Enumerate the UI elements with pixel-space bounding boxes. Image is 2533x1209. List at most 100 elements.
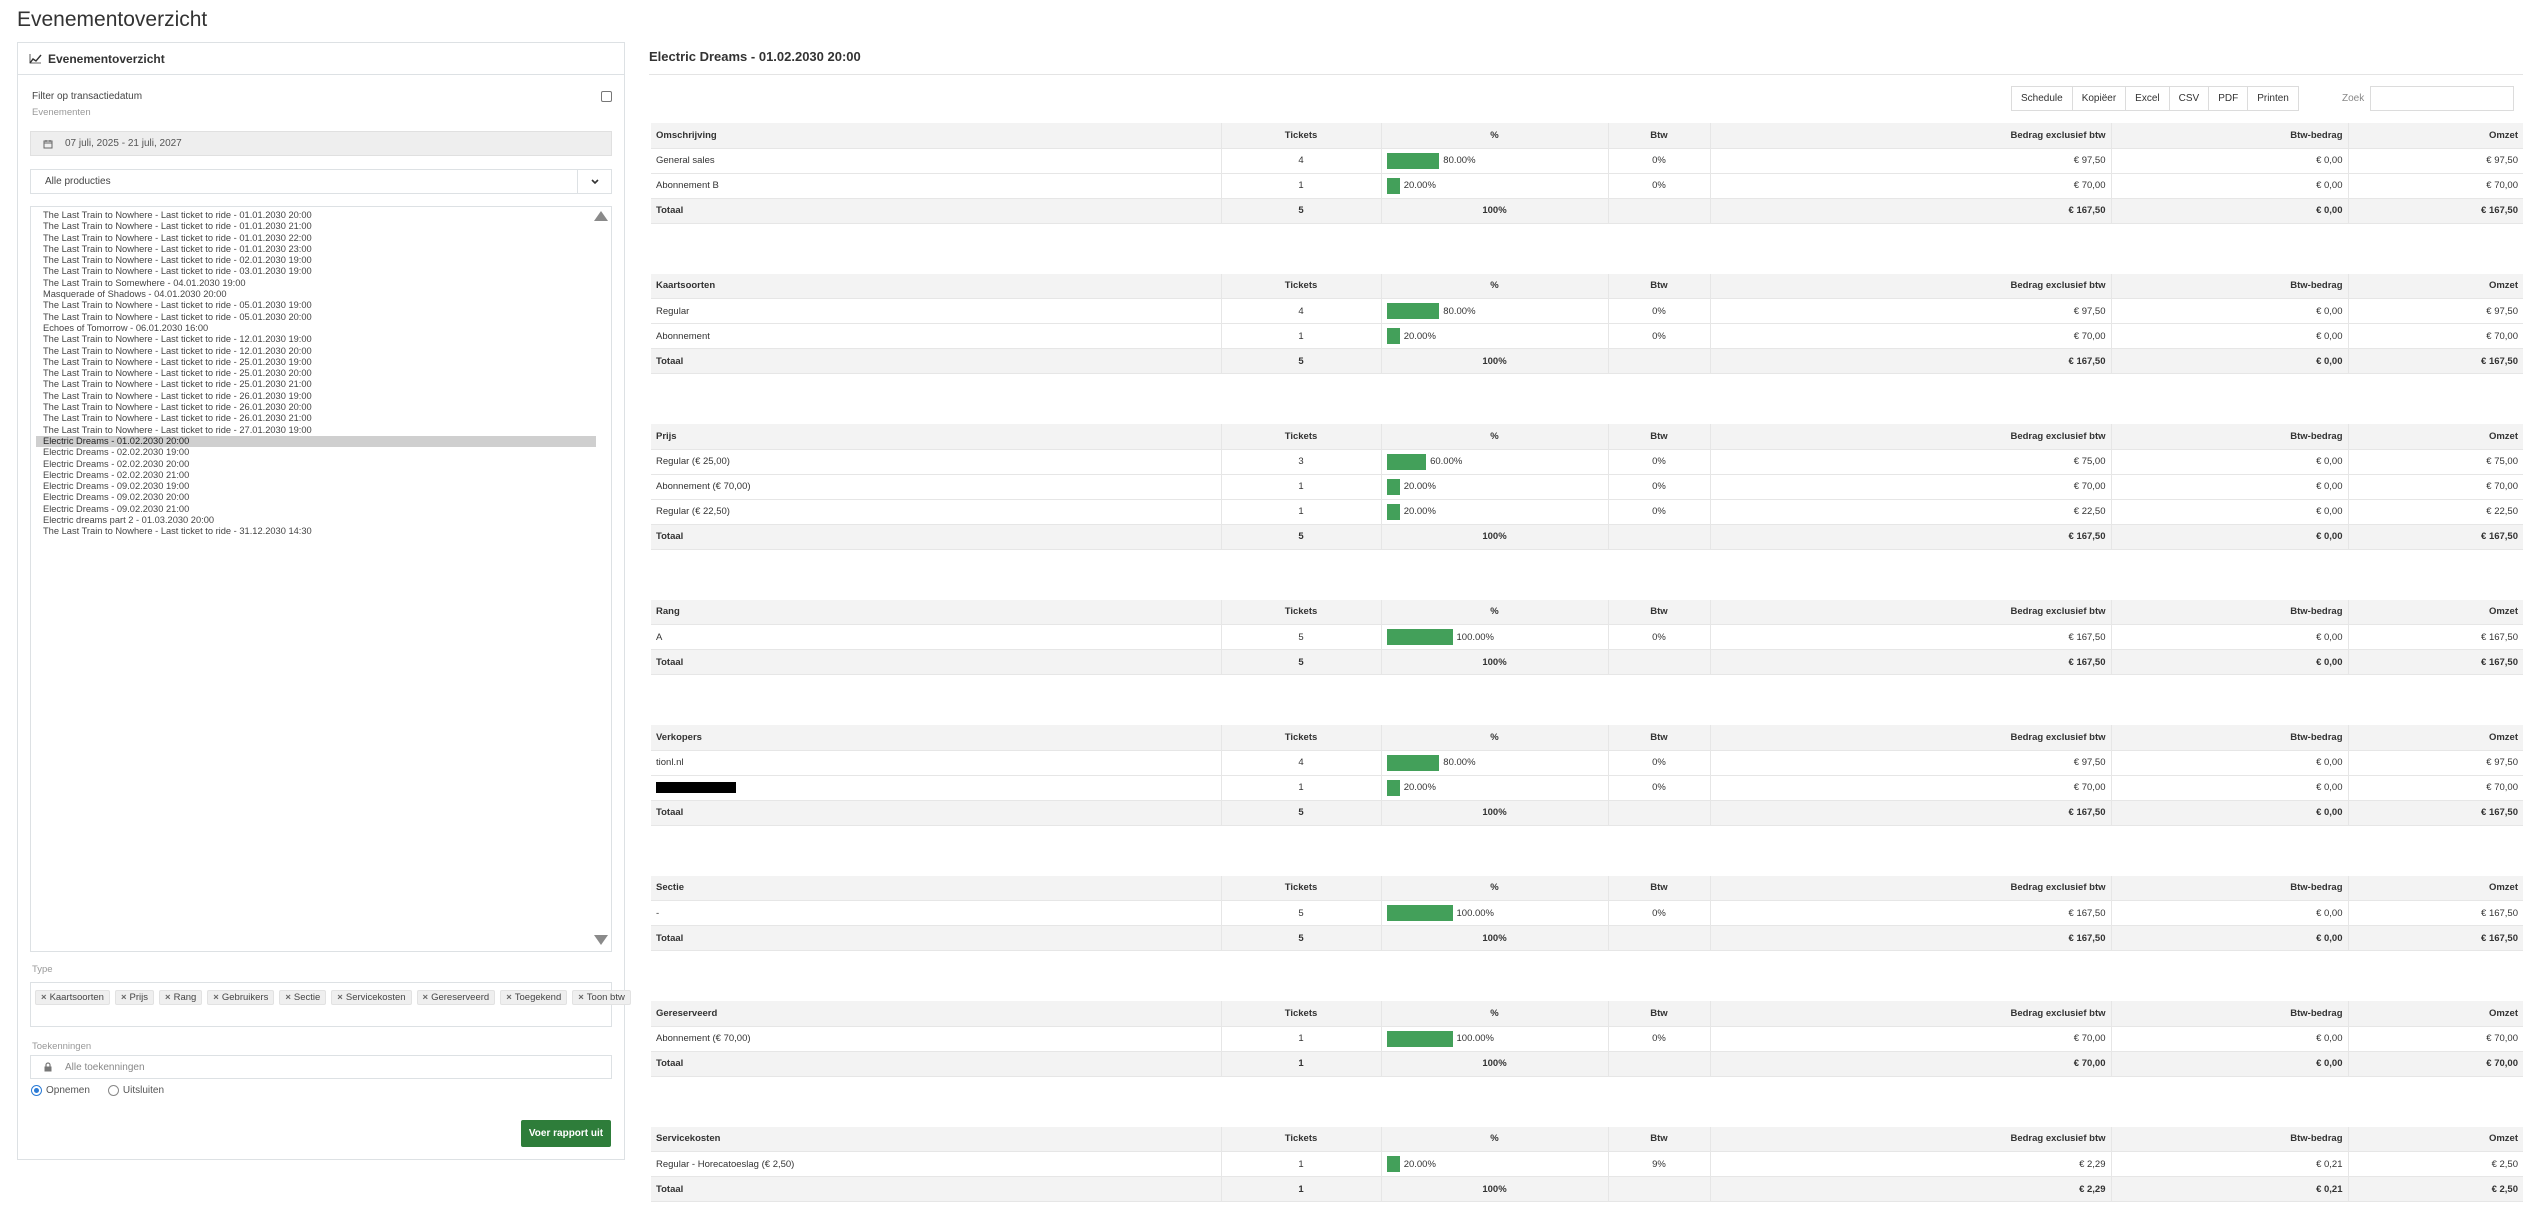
- event-option[interactable]: Masquerade of Shadows - 04.01.2030 20:00: [43, 289, 227, 300]
- total-btw-amount: € 0,21: [2111, 1176, 2349, 1202]
- amount-excl-cell: € 70,00: [1710, 323, 2112, 349]
- chevron-down-icon[interactable]: [577, 170, 611, 193]
- row-label: Regular (€ 25,00): [651, 449, 1222, 475]
- toolbar-button-pdf[interactable]: PDF: [2208, 86, 2248, 111]
- total-percentage: 100%: [1381, 1051, 1609, 1077]
- table-header-row: Sectie Tickets% Btw Bedrag exclusief btw Btw…: [651, 875, 2523, 901]
- event-option[interactable]: The Last Train to Nowhere - Last ticket …: [43, 255, 312, 266]
- event-option[interactable]: The Last Train to Nowhere - Last ticket …: [43, 424, 312, 435]
- column-header: Btw: [1608, 424, 1711, 450]
- type-tag[interactable]: × Toegekend: [500, 990, 568, 1005]
- type-tag-label: Gereserveerd: [431, 992, 490, 1003]
- table-spacer: [651, 826, 2523, 876]
- event-option[interactable]: Electric Dreams - 02.02.2030 19:00: [43, 447, 190, 458]
- remove-tag-icon[interactable]: ×: [422, 992, 429, 1003]
- event-option[interactable]: The Last Train to Nowhere - Last ticket …: [43, 413, 312, 424]
- search-input[interactable]: [2370, 86, 2514, 111]
- remove-tag-icon[interactable]: ×: [506, 992, 512, 1003]
- transaction-date-filter: Filter op transactiedatum: [30, 85, 612, 107]
- type-tag[interactable]: × Servicekosten: [331, 990, 412, 1005]
- table-header-row: Kaartsoorten Tickets% Btw Bedrag exclusief …: [651, 273, 2523, 299]
- event-option[interactable]: The Last Train to Nowhere - Last ticket …: [43, 379, 312, 390]
- type-tag[interactable]: × Sectie: [279, 990, 327, 1005]
- total-amount-excl: € 167,50: [1710, 925, 2112, 951]
- event-option[interactable]: The Last Train to Nowhere - Last ticket …: [43, 334, 312, 345]
- remove-tag-icon[interactable]: ×: [337, 992, 343, 1003]
- remove-tag-icon[interactable]: ×: [41, 992, 47, 1003]
- productions-select[interactable]: Alle producties: [30, 169, 612, 194]
- column-header: Tickets: [1221, 875, 1382, 901]
- scroll-down-arrow-icon[interactable]: [594, 935, 608, 945]
- percentage-value: 100.00%: [1456, 1033, 1495, 1044]
- toolbar-button-excel[interactable]: Excel: [2125, 86, 2169, 111]
- total-label: Totaal: [651, 925, 1222, 951]
- percentage-bar-wrap: 20.00%: [1386, 1156, 1603, 1172]
- event-option[interactable]: The Last Train to Nowhere - Last ticket …: [43, 266, 312, 277]
- event-option[interactable]: Electric dreams part 2 - 01.03.2030 20:0…: [43, 515, 215, 526]
- table-spacer: [651, 224, 2523, 274]
- row-label: Regular: [651, 298, 1222, 324]
- type-tag[interactable]: × Gebruikers: [207, 990, 275, 1005]
- event-option[interactable]: The Last Train to Nowhere - Last ticket …: [43, 390, 312, 401]
- column-header: Tickets: [1221, 599, 1382, 625]
- event-option[interactable]: The Last Train to Nowhere - Last ticket …: [43, 356, 312, 367]
- events-listbox[interactable]: The Last Train to Nowhere - Last ticket …: [30, 206, 612, 952]
- event-option[interactable]: Electric Dreams - 02.02.2030 20:00: [43, 458, 190, 469]
- type-tag[interactable]: × Toon btw: [572, 990, 631, 1005]
- event-option[interactable]: Electric Dreams - 02.02.2030 21:00: [43, 469, 190, 480]
- percentage-bar: [1386, 754, 1440, 771]
- toolbar-button-printen[interactable]: Printen: [2247, 86, 2299, 111]
- toolbar-button-kopier[interactable]: Kopiëer: [2071, 86, 2126, 111]
- event-option[interactable]: The Last Train to Nowhere - Last ticket …: [43, 232, 312, 243]
- type-tag[interactable]: × Prijs: [114, 990, 155, 1005]
- column-header: Servicekosten: [651, 1126, 1222, 1152]
- column-header: Btw: [1608, 123, 1711, 149]
- event-option[interactable]: Electric Dreams - 09.02.2030 20:00: [43, 492, 190, 503]
- row-label: Abonnement (€ 70,00): [651, 474, 1222, 500]
- exclude-radio[interactable]: [107, 1085, 119, 1096]
- remove-tag-icon[interactable]: ×: [213, 992, 219, 1003]
- event-option[interactable]: The Last Train to Nowhere - Last ticket …: [43, 526, 312, 537]
- total-label: Totaal: [651, 1176, 1222, 1202]
- type-tag[interactable]: × Kaartsoorten: [35, 990, 110, 1005]
- event-option[interactable]: Electric Dreams - 01.02.2030 20:00: [36, 435, 596, 448]
- date-range-input[interactable]: 07 juli, 2025 - 21 juli, 2027: [30, 131, 612, 156]
- event-option[interactable]: The Last Train to Nowhere - Last ticket …: [43, 300, 312, 311]
- tickets-cell: 4: [1221, 148, 1382, 174]
- remove-tag-icon[interactable]: ×: [285, 992, 291, 1003]
- event-option[interactable]: The Last Train to Somewhere - 04.01.2030…: [43, 277, 246, 288]
- total-amount-excl: € 2,29: [1710, 1176, 2112, 1202]
- event-option[interactable]: The Last Train to Nowhere - Last ticket …: [43, 368, 312, 379]
- column-header: Verkopers: [651, 725, 1222, 751]
- run-report-button[interactable]: Voer rapport uit: [521, 1120, 611, 1147]
- remove-tag-icon[interactable]: ×: [165, 992, 171, 1003]
- event-option[interactable]: The Last Train to Nowhere - Last ticket …: [43, 210, 312, 220]
- remove-tag-icon[interactable]: ×: [120, 992, 127, 1003]
- event-option[interactable]: Electric Dreams - 09.02.2030 19:00: [43, 481, 190, 492]
- event-option[interactable]: The Last Train to Nowhere - Last ticket …: [43, 221, 312, 232]
- type-tag[interactable]: × Rang: [159, 990, 203, 1005]
- type-tag[interactable]: × Gereserveerd: [416, 990, 496, 1005]
- export-toolbar: Schedule Kopiëer Excel CSV PDF Printen: [2011, 86, 2299, 111]
- toolbar-button-csv[interactable]: CSV: [2168, 86, 2209, 111]
- total-label: Totaal: [651, 348, 1222, 374]
- revenue-cell: € 70,00: [2348, 323, 2523, 349]
- row-label: Abonnement (€ 70,00): [651, 1026, 1222, 1052]
- scroll-up-arrow-icon[interactable]: [594, 211, 608, 221]
- btw-amount-cell: € 0,00: [2111, 474, 2349, 500]
- transaction-date-checkbox[interactable]: [601, 90, 612, 102]
- event-option[interactable]: The Last Train to Nowhere - Last ticket …: [43, 345, 312, 356]
- toolbar-button-schedule[interactable]: Schedule: [2011, 86, 2072, 111]
- include-radio[interactable]: [31, 1085, 42, 1096]
- assignments-input[interactable]: Alle toekenningen: [30, 1055, 612, 1079]
- remove-tag-icon[interactable]: ×: [578, 992, 584, 1003]
- event-option[interactable]: Electric Dreams - 09.02.2030 21:00: [43, 503, 190, 514]
- row-label: Regular (€ 22,50): [651, 499, 1222, 525]
- percentage-value: 20.00%: [1403, 180, 1436, 191]
- total-btw-amount: € 0,00: [2111, 1051, 2349, 1077]
- event-option[interactable]: Echoes of Tomorrow - 06.01.2030 16:00: [43, 322, 209, 333]
- event-option[interactable]: The Last Train to Nowhere - Last ticket …: [43, 243, 312, 254]
- event-option[interactable]: The Last Train to Nowhere - Last ticket …: [43, 311, 312, 322]
- event-option[interactable]: The Last Train to Nowhere - Last ticket …: [43, 402, 312, 413]
- type-multiselect[interactable]: × Kaartsoorten × Prijs × Rang × Gebruikers × Sect…: [30, 982, 631, 1027]
